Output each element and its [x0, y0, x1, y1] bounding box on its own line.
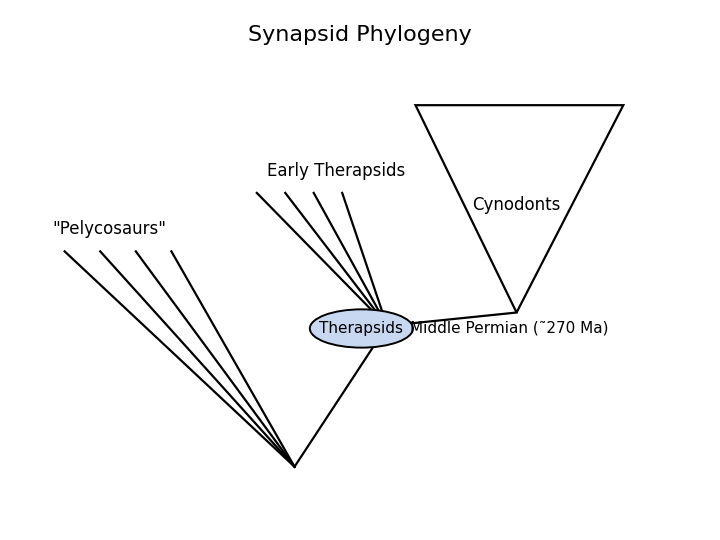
- Text: "Pelycosaurs": "Pelycosaurs": [53, 220, 166, 238]
- Ellipse shape: [310, 309, 413, 348]
- Text: Cynodonts: Cynodonts: [472, 195, 561, 213]
- Text: Therapsids: Therapsids: [320, 321, 403, 336]
- Text: Middle Permian (˜270 Ma): Middle Permian (˜270 Ma): [410, 321, 608, 336]
- Text: Synapsid Phylogeny: Synapsid Phylogeny: [248, 25, 472, 45]
- Text: Early Therapsids: Early Therapsids: [268, 161, 406, 180]
